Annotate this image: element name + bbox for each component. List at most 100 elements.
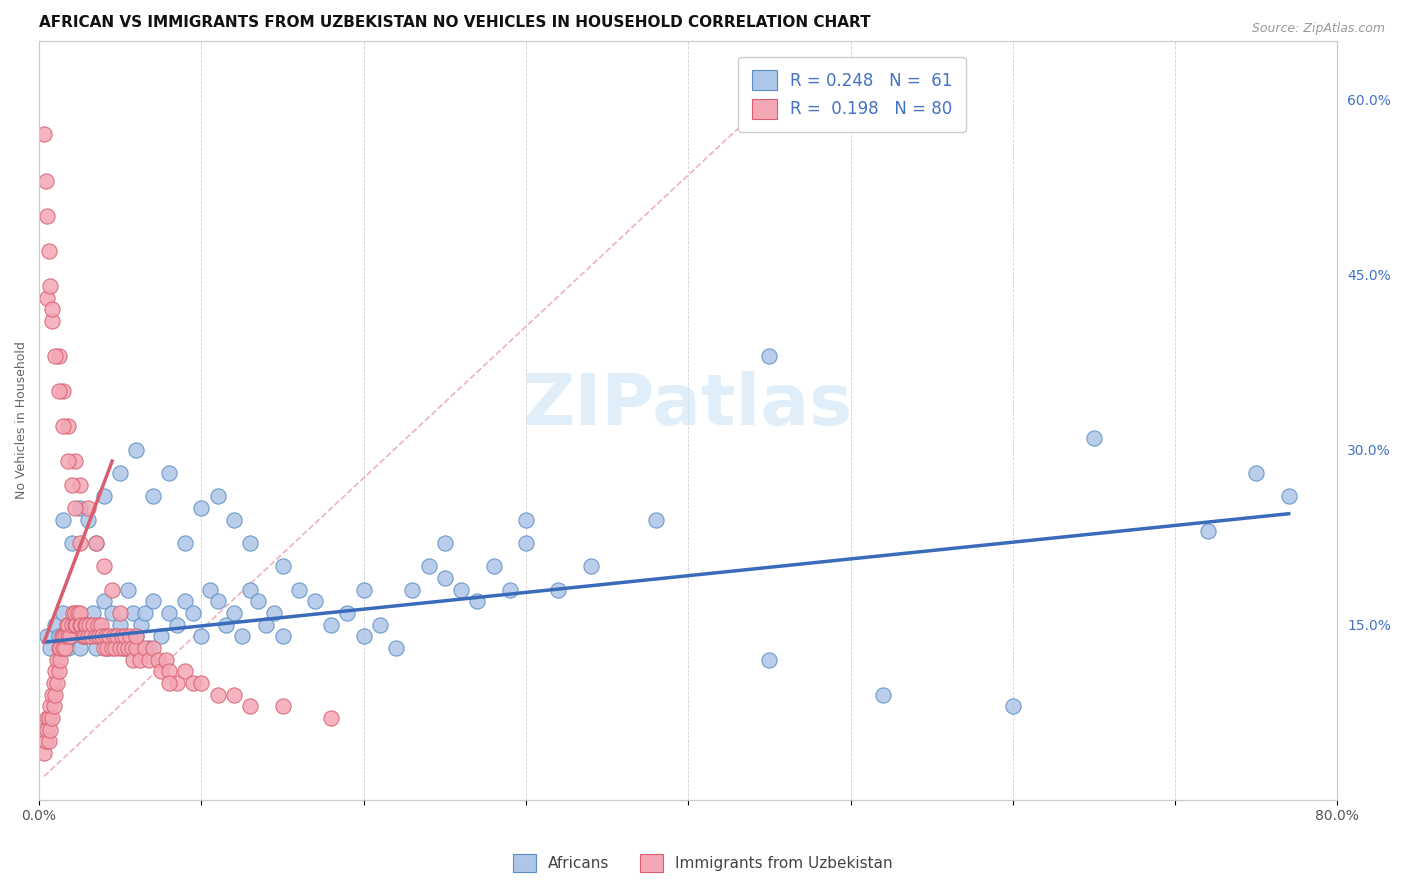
Point	[110, 606, 132, 620]
Point	[75, 617, 97, 632]
Point	[1001, 699, 1024, 714]
Point	[37, 291, 59, 305]
Point	[254, 617, 277, 632]
Point	[58, 419, 80, 434]
Point	[73, 629, 96, 643]
Point	[52, 629, 75, 643]
Point	[198, 582, 221, 597]
Point	[112, 640, 135, 655]
Point	[321, 617, 343, 632]
Point	[79, 617, 101, 632]
Point	[125, 629, 148, 643]
Point	[48, 384, 70, 398]
Point	[96, 640, 118, 655]
Point	[134, 606, 156, 620]
Point	[58, 640, 80, 655]
Point	[55, 617, 77, 632]
Point	[76, 512, 98, 526]
Text: ZIPatlas: ZIPatlas	[523, 371, 853, 440]
Point	[418, 559, 440, 574]
Point	[166, 617, 188, 632]
Point	[63, 617, 86, 632]
Point	[32, 723, 55, 737]
Point	[69, 536, 91, 550]
Point	[38, 244, 60, 258]
Point	[90, 617, 112, 632]
Point	[42, 699, 65, 714]
Point	[44, 617, 66, 632]
Point	[385, 640, 408, 655]
Point	[63, 617, 86, 632]
Point	[271, 629, 294, 643]
Point	[63, 500, 86, 515]
Point	[103, 629, 125, 643]
Point	[353, 629, 375, 643]
Point	[44, 665, 66, 679]
Point	[34, 734, 56, 748]
Point	[39, 279, 62, 293]
Point	[482, 559, 505, 574]
Point	[52, 419, 75, 434]
Point	[287, 582, 309, 597]
Point	[84, 640, 107, 655]
Point	[1083, 431, 1105, 445]
Point	[69, 606, 91, 620]
Point	[155, 653, 177, 667]
Point	[758, 349, 780, 363]
Point	[91, 629, 114, 643]
Point	[239, 536, 262, 550]
Point	[82, 606, 104, 620]
Point	[60, 536, 83, 550]
Point	[82, 617, 104, 632]
Point	[94, 629, 117, 643]
Point	[125, 629, 148, 643]
Point	[52, 512, 75, 526]
Point	[44, 349, 66, 363]
Point	[166, 676, 188, 690]
Point	[37, 209, 59, 223]
Point	[122, 653, 145, 667]
Point	[93, 594, 115, 608]
Point	[181, 676, 204, 690]
Point	[117, 582, 139, 597]
Point	[73, 617, 96, 632]
Point	[222, 606, 245, 620]
Point	[104, 640, 127, 655]
Point	[465, 594, 488, 608]
Point	[69, 500, 91, 515]
Point	[69, 477, 91, 491]
Point	[41, 688, 63, 702]
Point	[101, 582, 124, 597]
Point	[271, 699, 294, 714]
Point	[93, 559, 115, 574]
Y-axis label: No Vehicles in Household: No Vehicles in Household	[15, 342, 28, 500]
Point	[51, 629, 73, 643]
Point	[118, 629, 141, 643]
Point	[84, 536, 107, 550]
Point	[122, 606, 145, 620]
Point	[69, 617, 91, 632]
Point	[96, 640, 118, 655]
Point	[207, 489, 229, 503]
Point	[112, 640, 135, 655]
Point	[263, 606, 285, 620]
Point	[39, 723, 62, 737]
Point	[90, 629, 112, 643]
Point	[450, 582, 472, 597]
Point	[138, 640, 160, 655]
Point	[190, 500, 212, 515]
Point	[1244, 466, 1267, 480]
Point	[231, 629, 253, 643]
Point	[69, 640, 91, 655]
Point	[1278, 489, 1301, 503]
Point	[368, 617, 391, 632]
Point	[157, 665, 180, 679]
Point	[110, 466, 132, 480]
Point	[157, 676, 180, 690]
Point	[401, 582, 423, 597]
Point	[271, 559, 294, 574]
Point	[128, 653, 150, 667]
Point	[146, 653, 169, 667]
Point	[41, 314, 63, 328]
Point	[142, 489, 165, 503]
